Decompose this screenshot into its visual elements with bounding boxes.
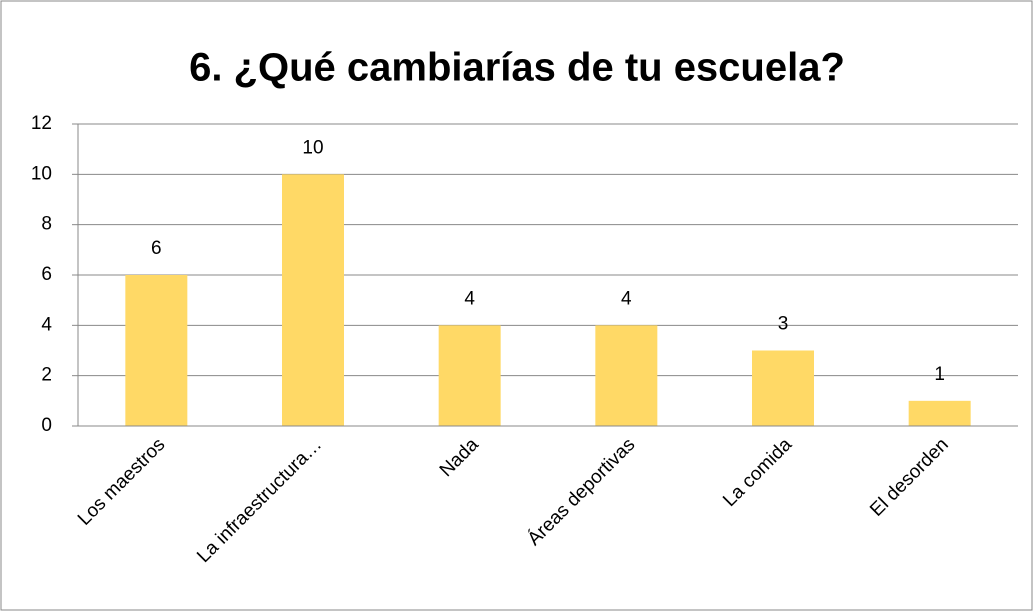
bar: [438, 325, 501, 426]
data-label: 4: [621, 288, 632, 309]
bar: [752, 350, 814, 426]
data-label: 6: [151, 238, 162, 259]
chart-title: 6. ¿Qué cambiarías de tu escuela?: [189, 46, 845, 90]
bar: [908, 400, 971, 426]
y-tick-label: 6: [41, 264, 52, 285]
bar: [595, 325, 658, 426]
bar: [282, 174, 344, 426]
data-label: 4: [464, 288, 475, 309]
y-tick-label: 10: [31, 163, 52, 184]
y-tick-label: 2: [41, 365, 52, 386]
bar: [125, 275, 188, 426]
y-tick-label: 12: [31, 113, 52, 134]
y-tick-label: 8: [41, 214, 52, 235]
data-label: 10: [302, 137, 323, 158]
data-label: 1: [934, 364, 945, 385]
data-label: 3: [778, 314, 789, 335]
y-tick-label: 4: [41, 314, 52, 335]
y-tick-label: 0: [41, 415, 52, 436]
